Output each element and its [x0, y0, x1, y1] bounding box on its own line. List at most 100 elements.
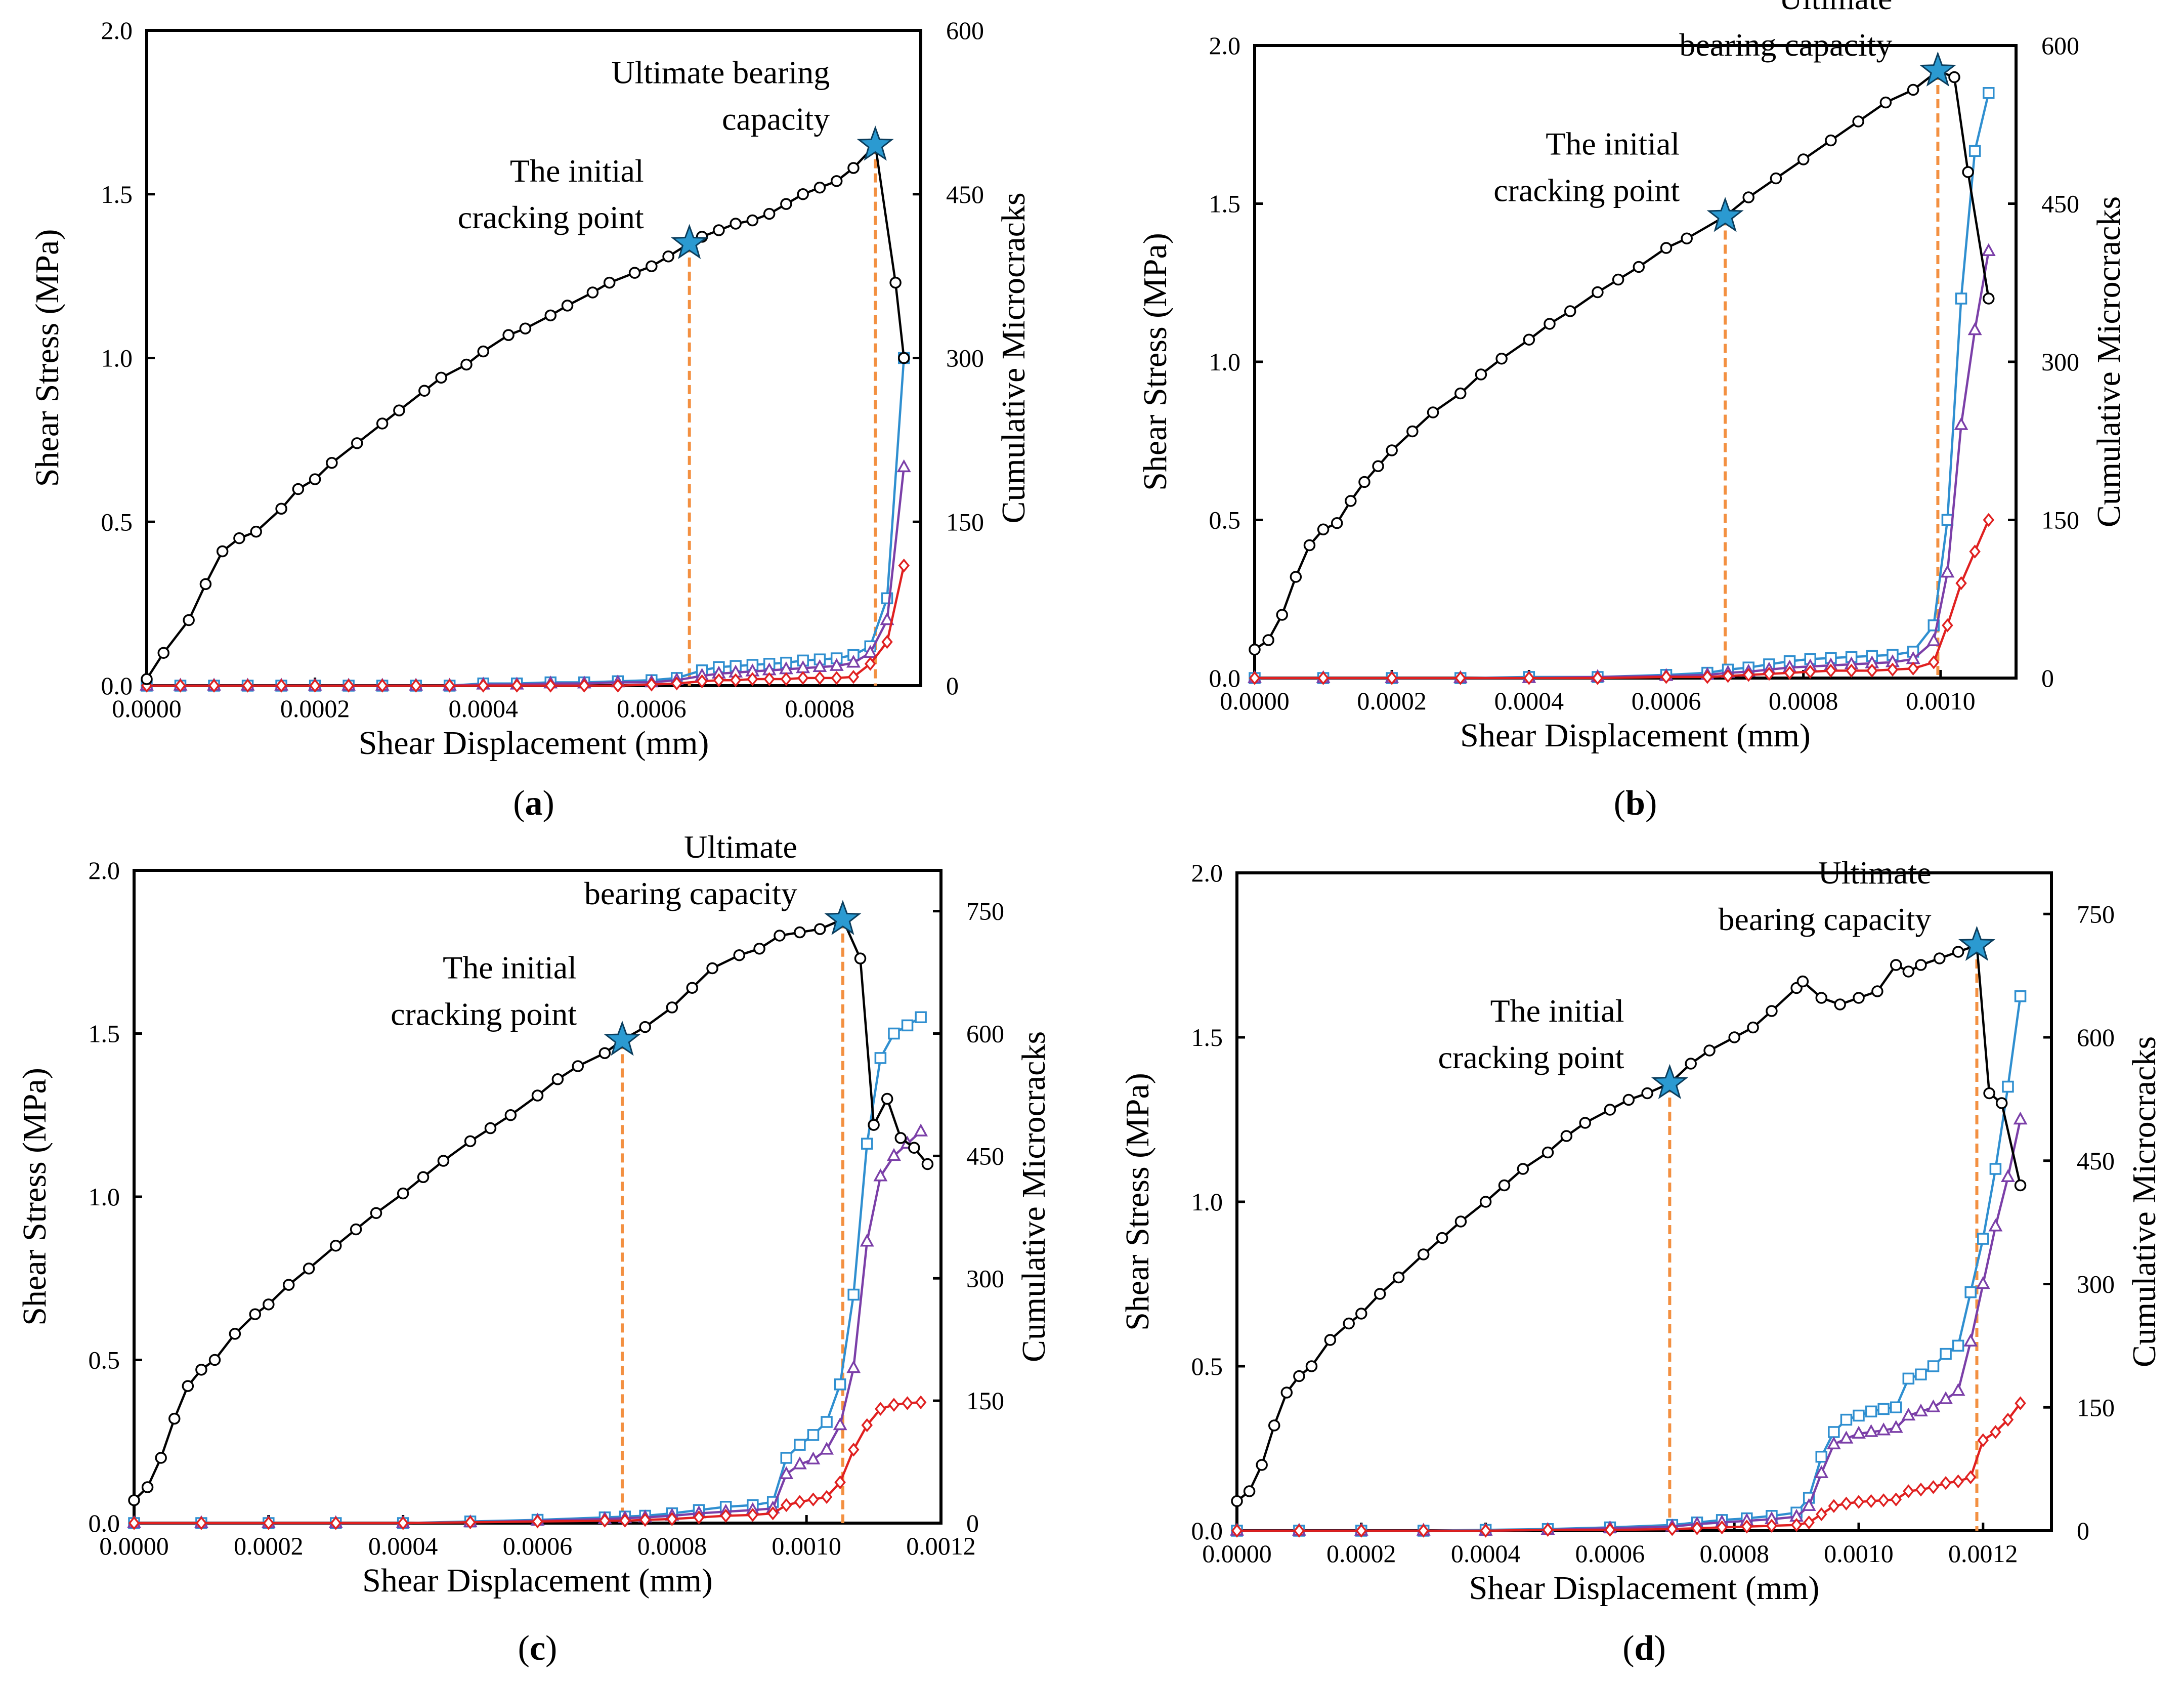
data-point	[830, 175, 843, 187]
data-point	[1865, 1405, 1877, 1418]
data-point	[774, 930, 786, 942]
series-shear-cracks	[141, 558, 910, 693]
x-tick-label: 0.0000	[1202, 1539, 1272, 1568]
data-point	[330, 1240, 342, 1252]
x-tick-label: 0.0000	[99, 1532, 169, 1560]
y-tick-label: 1.5	[89, 1020, 120, 1048]
data-point	[1802, 1498, 1816, 1511]
data-point	[1927, 1360, 1940, 1372]
data-point	[1276, 609, 1288, 621]
data-point	[1846, 663, 1857, 678]
y-tick-label: 0.0	[101, 671, 133, 700]
data-point	[263, 1298, 275, 1311]
data-point	[807, 1492, 819, 1507]
data-point	[1480, 1524, 1491, 1538]
chart-panel-a: 0.0000 0.0002 0.0004 0.0006 0.0008 0.0 0.5 1.0 1…	[29, 16, 1032, 823]
data-point	[730, 673, 742, 687]
data-point	[1983, 292, 1995, 305]
annotation-initial-cracking: The initial	[443, 949, 577, 985]
data-point	[901, 1019, 914, 1032]
data-point	[418, 385, 431, 397]
data-point	[896, 459, 911, 473]
data-point	[846, 655, 861, 668]
x-tick-label: 0.0004	[368, 1532, 438, 1560]
data-point	[1915, 959, 1927, 971]
data-point	[868, 1119, 880, 1131]
data-point	[282, 1279, 295, 1291]
data-point	[794, 1439, 806, 1451]
data-point	[860, 1234, 874, 1247]
y-tick-label: 1.0	[101, 344, 133, 372]
data-point	[794, 926, 806, 939]
data-point	[1479, 1196, 1492, 1208]
data-point	[303, 1263, 315, 1275]
data-point	[821, 1416, 833, 1428]
data-point	[1784, 665, 1795, 680]
x-tick-label: 0.0010	[1906, 687, 1976, 715]
y-tick-label: 1.0	[89, 1183, 120, 1211]
data-point	[1742, 191, 1754, 203]
data-point	[1523, 671, 1535, 685]
data-point	[519, 322, 532, 334]
data-point	[666, 1512, 678, 1526]
panel-label: (b)	[1614, 784, 1657, 823]
data-point	[1622, 1094, 1635, 1106]
data-point	[820, 1442, 834, 1455]
data-point	[2001, 1169, 2015, 1182]
panel-label: (a)	[513, 784, 554, 823]
data-point	[128, 1516, 140, 1530]
data-point	[807, 1429, 820, 1441]
data-point	[713, 224, 725, 236]
data-point	[544, 679, 556, 693]
data-point	[1939, 1391, 1953, 1404]
data-point	[464, 1135, 477, 1148]
data-point	[1345, 495, 1357, 507]
data-point	[1907, 83, 1919, 96]
data-point	[1560, 1130, 1573, 1142]
data-point	[351, 437, 363, 449]
data-point	[1612, 273, 1624, 286]
data-point	[1790, 1518, 1803, 1532]
data-point	[834, 1475, 846, 1490]
data-point	[733, 949, 745, 961]
data-point	[797, 671, 809, 685]
data-point	[128, 1494, 140, 1506]
x-axis-title: Shear Displacement (mm)	[359, 725, 709, 762]
data-point	[1977, 1433, 1989, 1448]
data-point	[888, 1398, 900, 1412]
data-point	[1660, 670, 1672, 684]
data-point	[1317, 523, 1330, 535]
data-point	[1290, 571, 1302, 583]
data-point	[1498, 1179, 1511, 1192]
data-point	[511, 679, 523, 693]
data-point	[309, 473, 321, 485]
y2-tick-label: 750	[966, 897, 1004, 926]
data-point	[233, 532, 245, 544]
y-axis-title: Shear Stress (MPa)	[1137, 233, 1174, 491]
data-point	[779, 1466, 794, 1479]
y2-tick-label: 450	[2077, 1147, 2115, 1175]
data-point	[376, 417, 389, 430]
data-point	[263, 1516, 275, 1530]
y2-tick-label: 300	[2041, 348, 2079, 376]
y2-tick-label: 0	[966, 1509, 979, 1537]
data-point	[1951, 1383, 1965, 1396]
data-point	[195, 1364, 207, 1376]
annotation-initial-cracking: cracking point	[458, 199, 644, 235]
star-marker-initial-cracking	[604, 1021, 641, 1056]
data-point	[1995, 1097, 2008, 1109]
data-point	[1293, 1370, 1305, 1382]
y2-tick-label: 150	[966, 1386, 1004, 1415]
series-shear-stress	[141, 139, 910, 685]
star-marker-ultimate-capacity	[824, 900, 862, 935]
data-point	[1940, 565, 1955, 578]
data-point	[603, 276, 616, 289]
data-point	[1797, 153, 1810, 165]
data-point	[2013, 1111, 2028, 1125]
data-point	[544, 309, 557, 322]
data-point	[854, 952, 867, 964]
y-tick-label: 2.0	[101, 16, 133, 45]
data-point	[1343, 1317, 1355, 1330]
data-point	[1427, 406, 1439, 418]
data-point	[730, 218, 742, 230]
